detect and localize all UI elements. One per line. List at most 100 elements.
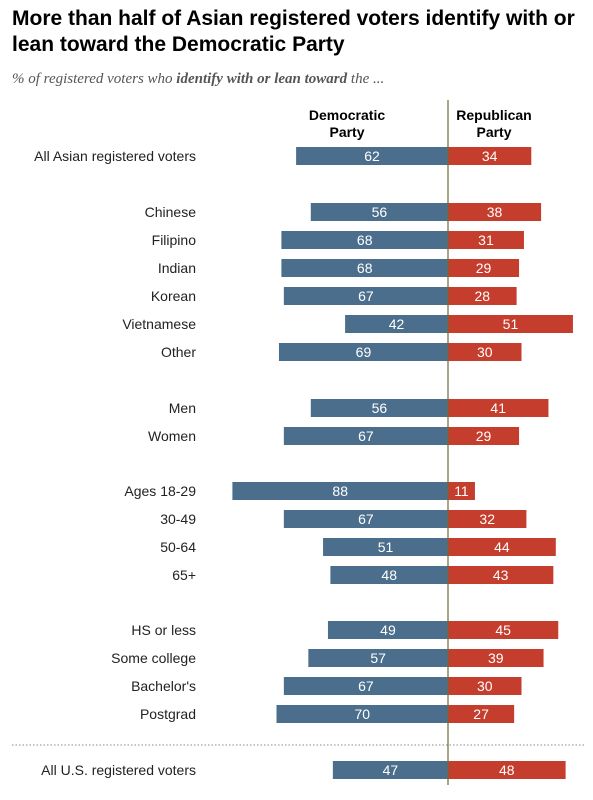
republican-bar <box>448 399 549 417</box>
republican-bar <box>448 343 522 361</box>
democratic-value-label: 42 <box>389 316 405 332</box>
republican-value-label: 39 <box>488 650 504 666</box>
republican-value-label: 29 <box>476 260 492 276</box>
republican-value-label: 48 <box>499 762 515 778</box>
democratic-value-label: 68 <box>357 232 373 248</box>
republican-value-label: 30 <box>477 678 493 694</box>
republican-bar <box>448 203 542 221</box>
category-label: All U.S. registered voters <box>41 762 196 778</box>
subtitle-prefix: % of registered voters who <box>12 71 177 87</box>
category-label: Indian <box>158 260 196 276</box>
republican-value-label: 31 <box>478 232 494 248</box>
category-label: All Asian registered voters <box>34 148 196 164</box>
republican-value-label: 11 <box>454 483 469 499</box>
democratic-bar <box>330 566 448 584</box>
subtitle-suffix: the ... <box>347 71 385 87</box>
democratic-value-label: 51 <box>378 539 394 555</box>
democratic-value-label: 47 <box>383 762 399 778</box>
republican-value-label: 34 <box>482 148 498 164</box>
republican-bar <box>448 315 573 333</box>
democratic-value-label: 49 <box>380 622 396 638</box>
democratic-bar <box>283 677 448 695</box>
republican-value-label: 45 <box>495 622 511 638</box>
democratic-value-label: 69 <box>356 344 372 360</box>
democratic-value-label: 48 <box>381 567 397 583</box>
category-label: Vietnamese <box>122 316 196 332</box>
category-label: 65+ <box>172 567 196 583</box>
republican-value-label: 32 <box>479 511 495 527</box>
category-label: Chinese <box>145 204 197 220</box>
republican-bar <box>448 621 559 639</box>
democratic-column-header: Party <box>329 124 364 140</box>
republican-value-label: 51 <box>503 316 519 332</box>
republican-bar <box>448 259 520 277</box>
democratic-value-label: 68 <box>357 260 373 276</box>
category-label: HS or less <box>131 622 196 638</box>
republican-bar <box>448 287 517 305</box>
democratic-bar <box>323 538 448 556</box>
democratic-bar <box>310 203 448 221</box>
democratic-value-label: 56 <box>372 400 388 416</box>
republican-bar <box>448 427 520 445</box>
republican-bar <box>448 566 554 584</box>
republican-value-label: 29 <box>476 428 492 444</box>
republican-value-label: 27 <box>473 706 489 722</box>
category-label: Ages 18-29 <box>124 483 196 499</box>
democratic-value-label: 67 <box>358 678 374 694</box>
chart-subtitle: % of registered voters who identify with… <box>12 71 587 88</box>
republican-value-label: 28 <box>475 288 491 304</box>
democratic-bar <box>232 482 448 500</box>
democratic-column-header: Democratic <box>309 107 385 123</box>
category-label: Women <box>148 428 196 444</box>
democratic-bar <box>310 399 448 417</box>
democratic-bar <box>327 621 448 639</box>
category-label: Some college <box>111 650 196 666</box>
democratic-bar <box>281 231 448 249</box>
republican-column-header: Republican <box>456 107 531 123</box>
category-label: Postgrad <box>140 706 196 722</box>
republican-bar <box>448 231 524 249</box>
democratic-value-label: 88 <box>332 483 348 499</box>
democratic-value-label: 62 <box>364 148 380 164</box>
republican-bar <box>448 147 532 165</box>
democratic-bar <box>283 510 448 528</box>
democratic-value-label: 67 <box>358 428 374 444</box>
democratic-bar <box>296 147 448 165</box>
republican-value-label: 41 <box>490 400 506 416</box>
democratic-bar <box>281 259 448 277</box>
democratic-bar <box>345 315 448 333</box>
democratic-bar <box>332 761 448 779</box>
republican-column-header: Party <box>476 124 511 140</box>
democratic-value-label: 57 <box>370 650 386 666</box>
category-label: 30-49 <box>160 511 196 527</box>
democratic-value-label: 56 <box>372 204 388 220</box>
democratic-bar <box>283 427 448 445</box>
category-label: Other <box>161 344 196 360</box>
republican-value-label: 44 <box>494 539 510 555</box>
category-label: Men <box>169 400 196 416</box>
republican-value-label: 43 <box>493 567 509 583</box>
democratic-value-label: 67 <box>358 511 374 527</box>
democratic-value-label: 70 <box>354 706 370 722</box>
republican-bar <box>448 705 515 723</box>
republican-bar <box>448 510 527 528</box>
chart-title: More than half of Asian registered voter… <box>12 7 575 56</box>
republican-value-label: 38 <box>487 204 503 220</box>
republican-bar <box>448 761 566 779</box>
republican-value-label: 30 <box>477 344 493 360</box>
democratic-bar <box>308 649 448 667</box>
democratic-bar <box>276 705 448 723</box>
democratic-value-label: 67 <box>358 288 374 304</box>
republican-bar <box>448 649 544 667</box>
republican-bar <box>448 482 475 500</box>
category-label: Filipino <box>152 232 197 248</box>
category-label: Bachelor's <box>131 678 196 694</box>
category-label: 50-64 <box>160 539 196 555</box>
democratic-bar <box>278 343 448 361</box>
category-label: Korean <box>151 288 196 304</box>
republican-bar <box>448 677 522 695</box>
republican-bar <box>448 538 556 556</box>
democratic-bar <box>283 287 448 305</box>
subtitle-emphasis: identify with or lean toward <box>176 71 348 87</box>
